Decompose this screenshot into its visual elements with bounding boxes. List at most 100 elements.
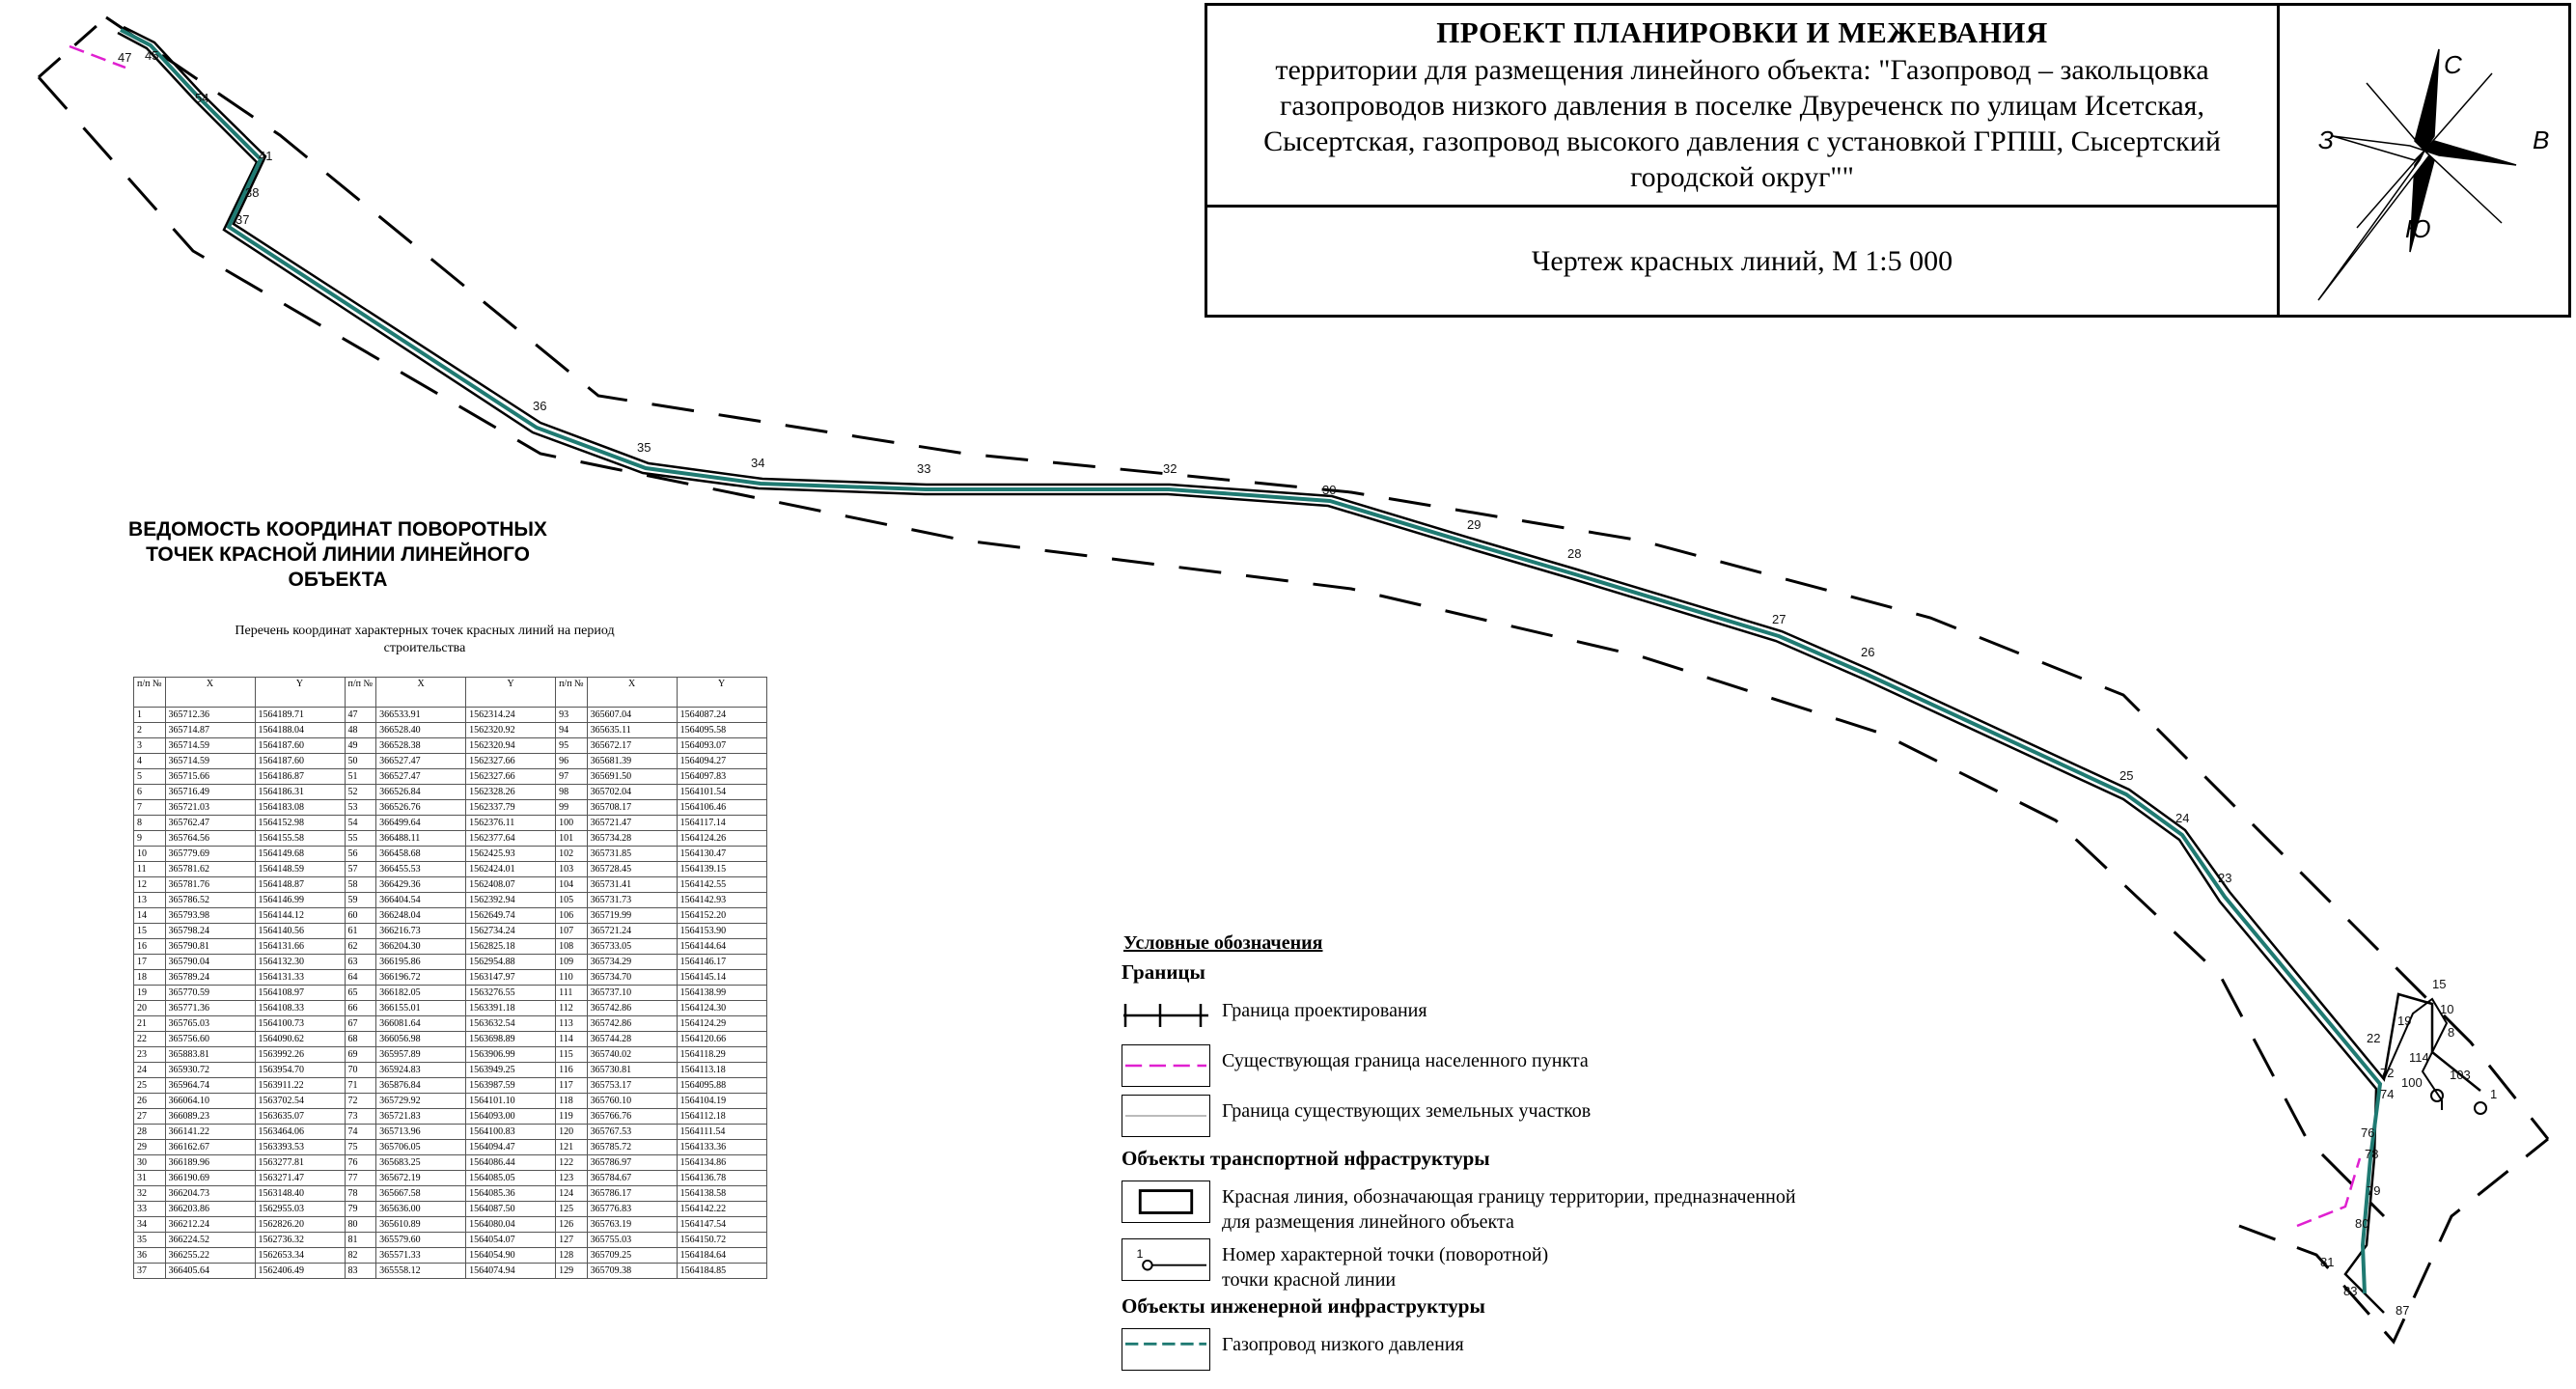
table-cell: 1562328.26: [465, 784, 557, 800]
table-cell: 49: [344, 737, 377, 754]
table-cell: 366212.24: [164, 1216, 256, 1233]
table-cell: 365731.73: [586, 892, 678, 908]
table-header: п/п №: [344, 677, 377, 708]
table-cell: 365728.45: [586, 861, 678, 877]
statement-subheading: Перечень координат характерных точек кра…: [235, 624, 615, 655]
table-cell: 1564138.99: [676, 985, 767, 1001]
point-number-symbol: 1: [1122, 1238, 1210, 1281]
table-row: 13 365786.52 1564146.99 59 366404.54 1562392.…: [133, 892, 767, 908]
table-cell: 1564140.56: [254, 923, 346, 939]
table-row: 17 365790.04 1564132.30 63 366195.86 1562954.…: [133, 954, 767, 970]
table-cell: 106: [555, 907, 588, 924]
table-cell: 1564080.04: [465, 1216, 557, 1233]
table-cell: 366255.22: [164, 1247, 256, 1264]
table-cell: 365793.98: [164, 907, 256, 924]
table-cell: 15: [133, 923, 166, 939]
table-cell: 1564112.18: [676, 1108, 767, 1125]
table-cell: 366195.86: [375, 954, 467, 970]
table-cell: 128: [555, 1247, 588, 1264]
table-cell: 365734.70: [586, 969, 678, 986]
table-cell: 1564146.17: [676, 954, 767, 970]
table-row: 25 365964.74 1563911.22 71 365876.84 1563987.…: [133, 1077, 767, 1094]
table-cell: 1564095.58: [676, 722, 767, 738]
point-label: 87: [2396, 1303, 2409, 1318]
table-row: 29 366162.67 1563393.53 75 365706.05 1564094.…: [133, 1139, 767, 1155]
point-label: 36: [533, 399, 546, 413]
table-row: 21 365765.03 1564100.73 67 366081.64 1563632.…: [133, 1015, 767, 1032]
table-cell: 365786.97: [586, 1154, 678, 1171]
table-cell: 365790.04: [164, 954, 256, 970]
table-cell: 1562736.32: [254, 1232, 346, 1248]
title-block: ПРОЕКТ ПЛАНИРОВКИ И МЕЖЕВАНИЯ территории…: [1205, 3, 2571, 318]
table-cell: 366064.10: [164, 1093, 256, 1109]
table-cell: 1563632.54: [465, 1015, 557, 1032]
table-cell: 1564101.54: [676, 784, 767, 800]
table-cell: 366081.64: [375, 1015, 467, 1032]
table-cell: 366528.38: [375, 737, 467, 754]
legend-label-line: точки красной линии: [1222, 1269, 1397, 1291]
table-cell: 366404.54: [375, 892, 467, 908]
table-cell: 365730.81: [586, 1062, 678, 1078]
table-cell: 16: [133, 938, 166, 955]
table-cell: 1562826.20: [254, 1216, 346, 1233]
table-cell: 1563393.53: [254, 1139, 346, 1155]
table-cell: 66: [344, 1000, 377, 1016]
table-cell: 365762.47: [164, 815, 256, 831]
table-cell: 1563147.97: [465, 969, 557, 986]
table-cell: 365729.92: [375, 1093, 467, 1109]
table-cell: 1564138.58: [676, 1185, 767, 1202]
table-cell: 34: [133, 1216, 166, 1233]
point-label: 114: [2409, 1050, 2429, 1065]
table-cell: 365789.24: [164, 969, 256, 986]
table-cell: 1563635.07: [254, 1108, 346, 1125]
table-cell: 11: [133, 861, 166, 877]
table-cell: 1564149.68: [254, 846, 346, 862]
compass-east: В: [2533, 125, 2549, 154]
table-cell: 365714.59: [164, 753, 256, 769]
table-cell: 365721.83: [375, 1108, 467, 1125]
table-cell: 94: [555, 722, 588, 738]
table-cell: 366429.36: [375, 876, 467, 893]
table-cell: 32: [133, 1185, 166, 1202]
table-cell: 1563954.70: [254, 1062, 346, 1078]
table-cell: 1564145.14: [676, 969, 767, 986]
table-cell: 1564108.97: [254, 985, 346, 1001]
land-plot-east: [2383, 997, 2449, 1110]
table-cell: 55: [344, 830, 377, 847]
table-cell: 25: [133, 1077, 166, 1094]
point-label: 54: [195, 91, 208, 105]
table-cell: 1564097.83: [676, 768, 767, 785]
title-main: ПРОЕКТ ПЛАНИРОВКИ И МЕЖЕВАНИЯ территории…: [1207, 6, 2280, 208]
table-cell: 365776.83: [586, 1201, 678, 1217]
design-boundary-bottom: [2238, 1137, 2549, 1345]
table-cell: 1564133.36: [676, 1139, 767, 1155]
point-label: 28: [1567, 546, 1581, 561]
point-label: 22: [2367, 1031, 2380, 1045]
table-row: 9 365764.56 1564155.58 55 366488.11 1562377.6…: [133, 830, 767, 847]
table-cell: 365742.86: [586, 1000, 678, 1016]
table-cell: 1564111.54: [676, 1124, 767, 1140]
table-cell: 1562320.94: [465, 737, 557, 754]
table-cell: 1564108.33: [254, 1000, 346, 1016]
table-cell: 365672.17: [586, 737, 678, 754]
table-cell: 1564131.66: [254, 938, 346, 955]
table-cell: 58: [344, 876, 377, 893]
table-row: 16 365790.81 1564131.66 62 366204.30 1562825.…: [133, 938, 767, 955]
table-cell: 35: [133, 1232, 166, 1248]
table-cell: 124: [555, 1185, 588, 1202]
table-cell: 97: [555, 768, 588, 785]
table-cell: 366216.73: [375, 923, 467, 939]
table-cell: 365766.76: [586, 1108, 678, 1125]
table-cell: 365579.60: [375, 1232, 467, 1248]
point-label: 41: [259, 149, 272, 163]
table-cell: 37: [133, 1263, 166, 1279]
table-cell: 366533.91: [375, 707, 467, 723]
table-cell: 13: [133, 892, 166, 908]
legend-item-gas-low: Газопровод низкого давления: [1120, 1324, 1853, 1375]
table-cell: 9: [133, 830, 166, 847]
table-cell: 1562954.88: [465, 954, 557, 970]
table-cell: 1564093.00: [465, 1108, 557, 1125]
table-cell: 365786.52: [164, 892, 256, 908]
table-cell: 47: [344, 707, 377, 723]
point-label: 38: [245, 185, 259, 200]
